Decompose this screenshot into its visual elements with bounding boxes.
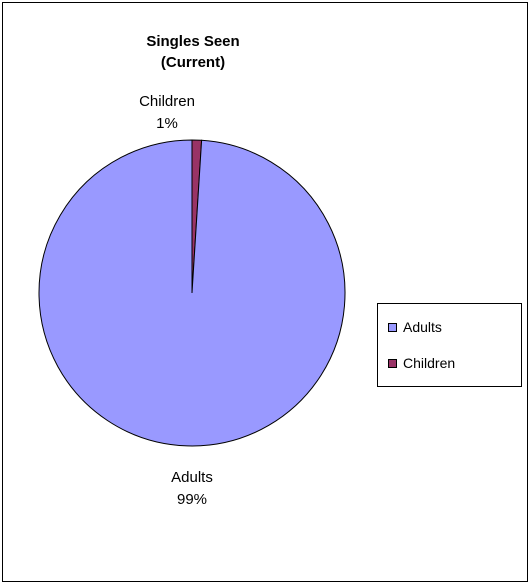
chart-frame: Singles Seen (Current) Adults 99% Children…: [2, 2, 528, 582]
slice-label-category-adults: Adults: [171, 469, 213, 486]
legend-label-adults: Adults: [403, 319, 442, 335]
slice-label-percent-adults: 99%: [177, 491, 207, 508]
pie-slice-adults: [38, 139, 346, 447]
chart-title-line-2: (Current): [160, 54, 226, 71]
legend-item-children: Children: [388, 354, 455, 372]
legend-swatch-adults: [388, 322, 397, 332]
legend-item-adults: Adults: [388, 318, 442, 336]
chart-legend: Adults Children: [377, 303, 522, 387]
chart-title-line-1: Singles Seen: [146, 33, 240, 50]
legend-label-children: Children: [403, 355, 456, 371]
slice-label-percent-children: 1%: [156, 115, 178, 132]
slice-label-category-children: Children: [139, 93, 195, 110]
legend-swatch-children: [388, 358, 397, 368]
pie-chart: Adults 99% Children 1%: [38, 93, 346, 508]
